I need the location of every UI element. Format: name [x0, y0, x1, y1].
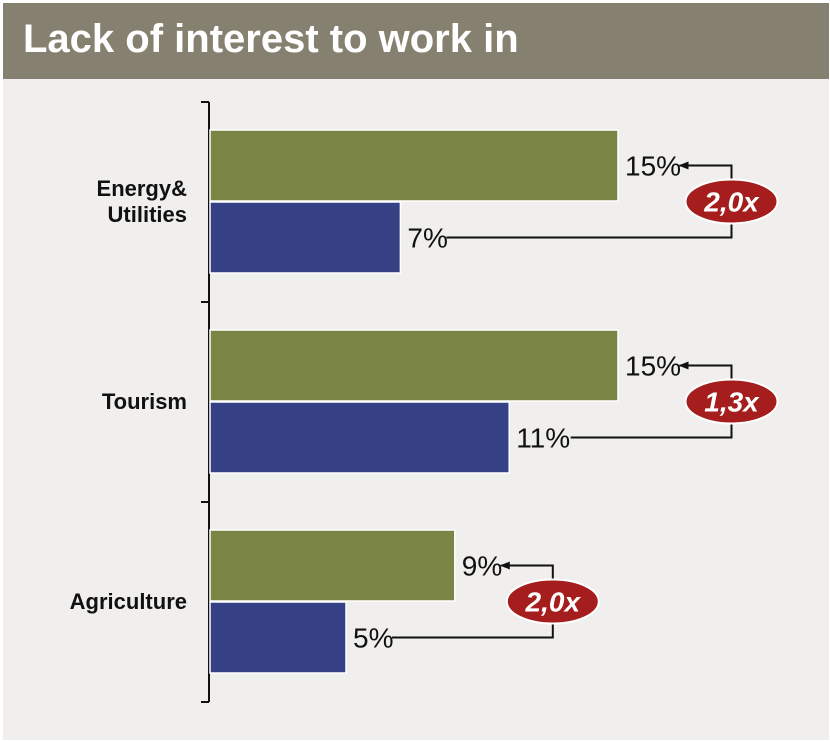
title-bar: Lack of interest to work in — [3, 3, 829, 79]
category-label: Agriculture — [70, 589, 187, 614]
bar-top-1 — [209, 329, 619, 402]
ratio-badge — [684, 378, 779, 425]
data-label: 7% — [407, 223, 447, 254]
ratio-label: 2,0x — [703, 187, 760, 218]
ratio-badge — [684, 178, 779, 225]
data-label: 11% — [516, 423, 570, 454]
bar-top-0 — [209, 129, 619, 202]
category-label: Energy& Utilities — [97, 176, 188, 227]
data-label: 9% — [462, 551, 502, 582]
ratio-label: 2,0x — [525, 587, 582, 618]
data-label: 15% — [625, 351, 681, 382]
data-label: 5% — [353, 623, 393, 654]
bar-bottom-1 — [209, 401, 510, 474]
chart-title: Lack of interest to work in — [23, 17, 519, 61]
bar-bottom-0 — [209, 201, 402, 274]
category-label: Tourism — [102, 389, 187, 414]
ratio-badge — [505, 578, 600, 625]
ratio-label: 1,3x — [704, 387, 760, 418]
data-label: 15% — [625, 151, 681, 182]
bar-top-2 — [209, 529, 456, 602]
bar-bottom-2 — [209, 601, 347, 674]
